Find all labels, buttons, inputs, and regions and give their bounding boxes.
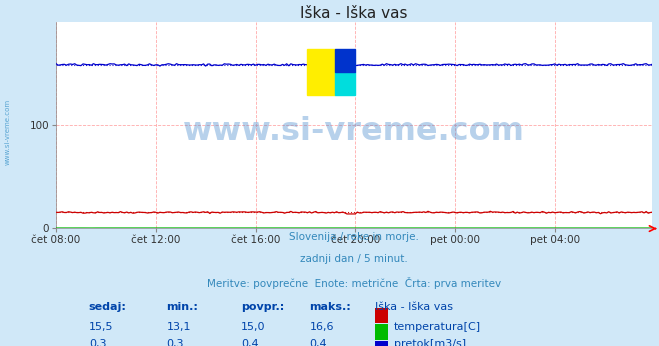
Text: povpr.:: povpr.: xyxy=(241,302,284,312)
Text: 0,4: 0,4 xyxy=(310,339,327,346)
Text: pretok[m3/s]: pretok[m3/s] xyxy=(394,339,467,346)
Text: www.si-vreme.com: www.si-vreme.com xyxy=(5,98,11,165)
Text: zadnji dan / 5 minut.: zadnji dan / 5 minut. xyxy=(301,254,408,264)
Text: 15,5: 15,5 xyxy=(89,322,113,333)
Bar xyxy=(335,72,355,94)
Text: 0,3: 0,3 xyxy=(166,339,184,346)
Text: Slovenija / reke in morje.: Slovenija / reke in morje. xyxy=(289,232,419,242)
Bar xyxy=(335,49,355,72)
Title: Iška - Iška vas: Iška - Iška vas xyxy=(301,6,408,21)
Text: min.:: min.: xyxy=(166,302,198,312)
Text: 16,6: 16,6 xyxy=(310,322,334,333)
Text: temperatura[C]: temperatura[C] xyxy=(394,322,481,333)
Text: Iška - Iška vas: Iška - Iška vas xyxy=(375,302,453,312)
Text: 13,1: 13,1 xyxy=(166,322,191,333)
Text: Meritve: povprečne  Enote: metrične  Črta: prva meritev: Meritve: povprečne Enote: metrične Črta:… xyxy=(207,276,501,289)
Text: 0,4: 0,4 xyxy=(241,339,258,346)
Bar xyxy=(306,49,335,94)
Text: maks.:: maks.: xyxy=(310,302,351,312)
FancyBboxPatch shape xyxy=(375,341,388,346)
FancyBboxPatch shape xyxy=(375,324,388,339)
Text: sedaj:: sedaj: xyxy=(89,302,127,312)
FancyBboxPatch shape xyxy=(375,308,388,323)
Text: www.si-vreme.com: www.si-vreme.com xyxy=(183,116,525,147)
Text: 0,3: 0,3 xyxy=(89,339,106,346)
Text: 15,0: 15,0 xyxy=(241,322,266,333)
